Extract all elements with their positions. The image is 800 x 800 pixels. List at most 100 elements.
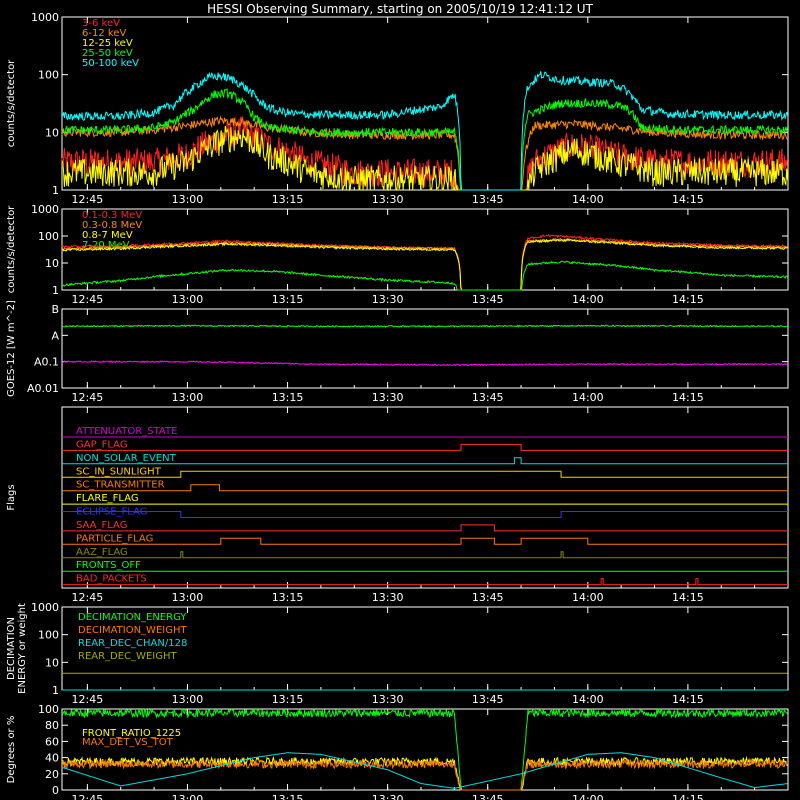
- x-tick-label: 13:15: [272, 193, 304, 206]
- y-tick-label: A: [51, 329, 59, 342]
- legend-entry: REAR_DEC_WEIGHT: [78, 651, 177, 662]
- series-line: [61, 125, 788, 192]
- x-tick-label: 13:15: [272, 591, 304, 604]
- flag-label: BAD_PACKETS: [76, 574, 147, 585]
- x-tick-label: 13:30: [372, 793, 404, 800]
- panel-3: 12:45 13:00 13:15 13:30 13:45 14:00 14:15 Flags…: [6, 406, 789, 604]
- y-tick-label: A0.01: [27, 382, 59, 395]
- x-tick-label: 13:45: [472, 591, 504, 604]
- y-tick-label: 1000: [31, 601, 59, 614]
- y-tick-label: 1: [52, 284, 59, 297]
- legend-entry: 3-6 keV: [82, 18, 120, 29]
- figure-title: HESSI Observing Summary, starting on 200…: [207, 2, 593, 16]
- series-line: [62, 551, 788, 559]
- y-axis-label: ENERGY or weight: [17, 603, 28, 694]
- panel-4: 12:45 13:00 13:15 13:30 13:45 14:00 14:15 DECIM…: [6, 601, 789, 706]
- series-line: [61, 87, 788, 191]
- x-tick-label: 13:00: [172, 793, 204, 800]
- series-line: [62, 443, 788, 451]
- x-tick-label: 13:30: [372, 591, 404, 604]
- x-tick-label: 12:45: [72, 293, 104, 306]
- flag-label: AAZ_FLAG: [76, 547, 128, 558]
- y-tick-label: B: [51, 303, 59, 316]
- y-tick-label: 0: [52, 784, 59, 797]
- x-tick-label: 12:45: [72, 591, 104, 604]
- y-tick-label: 10: [45, 257, 59, 270]
- series-line: [61, 260, 788, 291]
- series-line: [61, 758, 788, 791]
- x-tick-label: 14:00: [572, 193, 604, 206]
- x-tick-label: 14:15: [672, 391, 704, 404]
- series-line: [61, 755, 788, 791]
- panel-1: 12:45 13:00 13:15 13:30 13:45 14:00 14:15 count…: [6, 203, 789, 306]
- panel-frame: [61, 708, 789, 791]
- x-tick-label: 12:45: [72, 391, 104, 404]
- series-line: [62, 484, 788, 492]
- panel-5: 12:45 13:00 13:15 13:30 13:45 14:00 14:15 Degre…: [6, 703, 789, 800]
- x-tick-label: 14:00: [572, 793, 604, 800]
- y-tick-label: 100: [38, 629, 59, 642]
- x-tick-label: 13:45: [472, 793, 504, 800]
- panel-2: 12:45 13:00 13:15 13:30 13:45 14:00 14:15 GOES-…: [6, 300, 789, 404]
- flag-label: ATTENUATOR_STATE: [76, 426, 177, 437]
- y-tick-label: 20: [45, 768, 59, 781]
- x-tick-label: 13:00: [172, 193, 204, 206]
- x-tick-label: 13:45: [472, 193, 504, 206]
- flag-label: GAP_FLAG: [76, 439, 128, 450]
- legend-entry: FRONT_RATIO_1225: [82, 728, 181, 739]
- flag-label: PARTICLE_FLAG: [76, 533, 153, 544]
- x-tick-label: 13:00: [172, 293, 204, 306]
- x-tick-label: 13:15: [272, 793, 304, 800]
- x-tick-label: 14:15: [672, 793, 704, 800]
- series-line: [61, 324, 788, 328]
- x-tick-label: 13:45: [472, 693, 504, 706]
- x-tick-label: 13:30: [372, 391, 404, 404]
- y-tick-label: 1: [52, 184, 59, 197]
- series-line: [62, 470, 788, 478]
- legend-entry: REAR_DEC_CHAN/128: [78, 638, 187, 649]
- legend-entry: 7-20 MeV: [82, 240, 130, 251]
- y-axis-label: Flags: [6, 484, 17, 510]
- x-tick-label: 13:00: [172, 391, 204, 404]
- flag-label: ECLIPSE_FLAG: [76, 507, 147, 518]
- y-tick-label: 60: [45, 735, 59, 748]
- series-line: [62, 511, 788, 518]
- x-tick-label: 14:00: [572, 391, 604, 404]
- x-tick-label: 12:45: [72, 793, 104, 800]
- x-tick-label: 13:45: [472, 391, 504, 404]
- panel-0: 12:45 13:00 13:15 13:30 13:45 14:00 14:15 count…: [6, 11, 789, 206]
- legend-entry: 6-12 keV: [82, 28, 126, 39]
- series-line: [61, 707, 788, 791]
- legend-entry: DECIMATION_ENERGY: [78, 612, 187, 623]
- y-tick-label: 1: [52, 684, 59, 697]
- x-tick-label: 13:15: [272, 693, 304, 706]
- y-tick-label: 40: [45, 752, 59, 765]
- flag-label: SC_TRANSMITTER: [76, 480, 165, 491]
- y-axis-label: GOES-12 [W m^-2]: [6, 300, 17, 397]
- flag-label: FRONTS_OFF: [76, 560, 141, 571]
- y-tick-label: 1000: [31, 203, 59, 216]
- legend-entry: 12-25 keV: [82, 38, 133, 49]
- y-tick-label: 1000: [31, 11, 59, 24]
- y-tick-label: A0.1: [34, 356, 59, 369]
- legend-entry: 0.3-0.8 MeV: [82, 220, 142, 231]
- x-tick-label: 13:15: [272, 293, 304, 306]
- x-tick-label: 13:30: [372, 293, 404, 306]
- y-tick-label: 100: [38, 69, 59, 82]
- panel-frame: [61, 308, 789, 389]
- legend-entry: 25-50 keV: [82, 48, 133, 59]
- panel-frame: [61, 406, 789, 589]
- y-tick-label: 100: [38, 230, 59, 243]
- panels-group: 12:45 13:00 13:15 13:30 13:45 14:00 14:15 count…: [6, 11, 789, 800]
- series-line: [62, 578, 788, 586]
- x-tick-label: 14:15: [672, 193, 704, 206]
- y-tick-label: 100: [38, 703, 59, 716]
- y-axis-label: counts/s/detector: [6, 205, 17, 293]
- x-tick-label: 13:45: [472, 293, 504, 306]
- x-tick-label: 14:15: [672, 293, 704, 306]
- panel-frame: [61, 16, 789, 191]
- legend-entry: 0.8-7 MeV: [82, 230, 133, 241]
- legend-entry: DECIMATION_WEIGHT: [78, 625, 187, 636]
- x-tick-label: 14:00: [572, 293, 604, 306]
